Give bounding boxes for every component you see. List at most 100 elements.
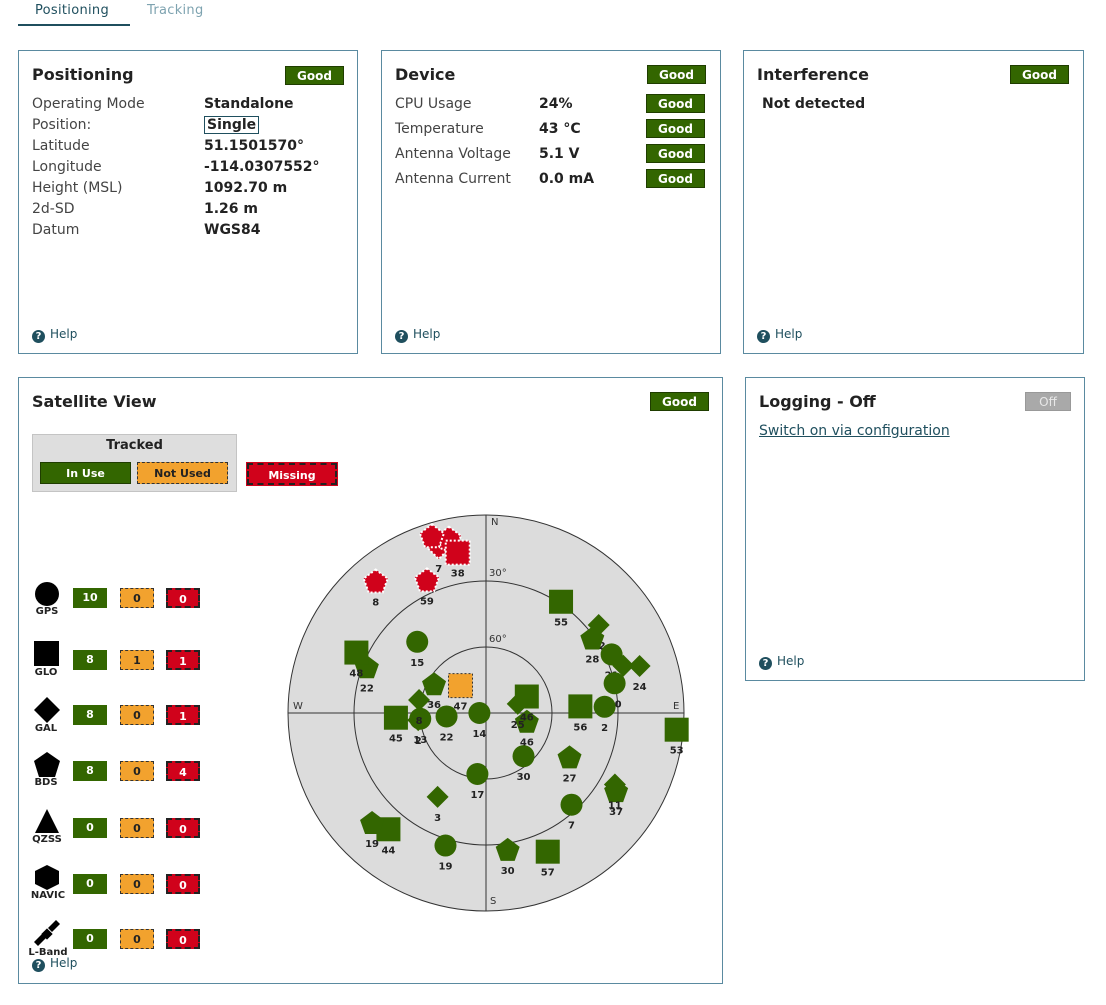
satellite-marker[interactable]: 38 <box>444 539 471 580</box>
glo-missing-count[interactable]: 1 <box>166 650 200 670</box>
satellite-prn-label: 22 <box>360 683 374 694</box>
satellite-pentagon-icon <box>360 811 385 835</box>
device-status-badge: Good <box>647 65 706 84</box>
help-icon: ? <box>759 657 772 670</box>
satellite-marker[interactable]: 19 <box>360 811 385 850</box>
legend-not-used[interactable]: Not Used <box>137 462 228 484</box>
gps-in-use-count[interactable]: 10 <box>73 588 107 608</box>
satellite-circle-icon <box>466 763 489 786</box>
satellite-view-help-link[interactable]: ? Help <box>32 956 77 972</box>
gps-not-used-count[interactable]: 0 <box>120 588 154 608</box>
satellite-square-icon <box>383 705 408 730</box>
satellite-prn-label: 19 <box>439 862 453 873</box>
satellite-marker[interactable]: 7 <box>560 793 583 832</box>
satellite-prn-label: 22 <box>440 732 454 743</box>
logging-status-badge: Off <box>1025 392 1071 411</box>
glo-not-used-count[interactable]: 1 <box>120 650 154 670</box>
bds-in-use-count[interactable]: 8 <box>73 761 107 781</box>
satellite-marker[interactable]: 22 <box>435 705 458 743</box>
positioning-title: Positioning <box>32 65 134 84</box>
bds-missing-count[interactable]: 4 <box>166 761 200 781</box>
satellite-marker[interactable]: 55 <box>549 589 574 629</box>
latitude-value: 51.1501570° <box>204 138 304 154</box>
satellite-marker[interactable]: 46 <box>514 709 539 749</box>
satellite-marker[interactable]: 30 <box>495 837 520 877</box>
satellite-marker[interactable]: 56 <box>568 694 593 733</box>
satellite-marker[interactable]: 47 <box>447 673 473 713</box>
satellite-circle-icon <box>603 672 626 695</box>
qzss-missing-count[interactable]: 0 <box>166 818 200 838</box>
interference-help-link[interactable]: ? Help <box>757 327 802 343</box>
satellite-marker[interactable]: 11 <box>603 773 626 811</box>
qzss-not-used-count[interactable]: 0 <box>120 818 154 838</box>
satellite-prn-label: 3 <box>434 813 441 824</box>
satellite-view-card: Satellite View Good Tracked In Use Not U… <box>18 377 723 984</box>
bds-not-used-count[interactable]: 0 <box>120 761 154 781</box>
satellite-marker[interactable]: 8 <box>408 688 431 727</box>
qzss-in-use-count[interactable]: 0 <box>73 818 107 838</box>
tab-tracking[interactable]: Tracking <box>147 3 204 18</box>
longitude-value: -114.0307552° <box>204 159 320 175</box>
logging-help-link[interactable]: ? Help <box>759 654 804 670</box>
satellite-square-icon <box>535 839 560 864</box>
l-band-missing-count[interactable]: 0 <box>166 929 200 949</box>
satellite-marker[interactable]: 8 <box>362 568 389 609</box>
2d-sd-label: 2d-SD <box>32 201 75 217</box>
navic-not-used-count[interactable]: 0 <box>120 874 154 894</box>
sky-plot[interactable]: N S E W 30° 60° 873859551228212410256533… <box>281 508 691 918</box>
satellite-marker[interactable]: 48 <box>344 640 369 680</box>
interference-status-badge: Good <box>1010 65 1069 84</box>
tab-positioning[interactable]: Positioning <box>35 3 110 18</box>
satellite-marker[interactable]: 2 <box>593 695 616 734</box>
l-band-not-used-count[interactable]: 0 <box>120 929 154 949</box>
switch-on-configuration-link[interactable]: Switch on via configuration <box>759 423 950 439</box>
legend-in-use[interactable]: In Use <box>40 462 131 484</box>
satellite-marker[interactable]: 36 <box>422 672 447 711</box>
elevation-60-label: 60° <box>489 634 507 645</box>
navic-label: NAVIC <box>30 890 66 901</box>
gal-in-use-count[interactable]: 8 <box>73 705 107 725</box>
satellite-marker[interactable]: 27 <box>557 745 582 784</box>
device-help-link[interactable]: ? Help <box>395 327 440 343</box>
satellite-marker[interactable]: 45 <box>383 705 408 745</box>
help-icon: ? <box>395 330 408 343</box>
satellite-marker[interactable] <box>612 654 635 677</box>
satellite-marker[interactable]: 30 <box>512 745 535 783</box>
satellite-circle-icon <box>560 793 583 816</box>
navic-in-use-count[interactable]: 0 <box>73 874 107 894</box>
satellite-marker[interactable]: 15 <box>406 630 429 669</box>
satellite-circle-icon <box>434 834 457 857</box>
satellite-marker[interactable]: 3 <box>426 785 449 824</box>
bds-pentagon-icon <box>34 752 60 777</box>
satellite-marker[interactable]: 14 <box>468 702 491 740</box>
2d-sd-value: 1.26 m <box>204 201 259 217</box>
gps-missing-count[interactable]: 0 <box>166 588 200 608</box>
satellite-prn-label: 36 <box>427 700 441 711</box>
satellite-marker[interactable]: 25 <box>506 692 529 731</box>
positioning-help-link[interactable]: ? Help <box>32 327 77 343</box>
satellite-marker[interactable] <box>418 523 446 549</box>
legend-missing[interactable]: Missing <box>246 462 338 486</box>
satellite-marker[interactable]: 28 <box>580 626 605 666</box>
gal-missing-count[interactable]: 1 <box>166 705 200 725</box>
glo-in-use-count[interactable]: 8 <box>73 650 107 670</box>
satellite-marker[interactable]: 57 <box>535 839 560 879</box>
satellite-marker[interactable]: 17 <box>466 763 489 801</box>
satellite-circle-icon <box>435 705 458 728</box>
gal-not-used-count[interactable]: 0 <box>120 705 154 725</box>
navic-missing-count[interactable]: 0 <box>166 874 200 894</box>
interference-title: Interference <box>757 65 870 84</box>
position-type-value[interactable]: Single <box>204 116 260 134</box>
gps-circle-icon <box>35 582 59 606</box>
satellite-circle-icon <box>593 695 616 718</box>
satellite-marker[interactable]: 24 <box>628 655 651 693</box>
satellite-prn-label: 25 <box>511 720 525 731</box>
satellite-marker[interactable]: 59 <box>413 567 441 607</box>
l-band-in-use-count[interactable]: 0 <box>73 929 107 949</box>
satellite-marker[interactable]: 53 <box>664 717 689 757</box>
temperature-status-badge: Good <box>646 119 705 138</box>
satellite-marker[interactable]: 2 <box>407 709 430 747</box>
satellite-marker[interactable]: 19 <box>434 834 457 873</box>
gal-label: GAL <box>34 723 58 734</box>
satellite-prn-label: 48 <box>349 669 363 680</box>
